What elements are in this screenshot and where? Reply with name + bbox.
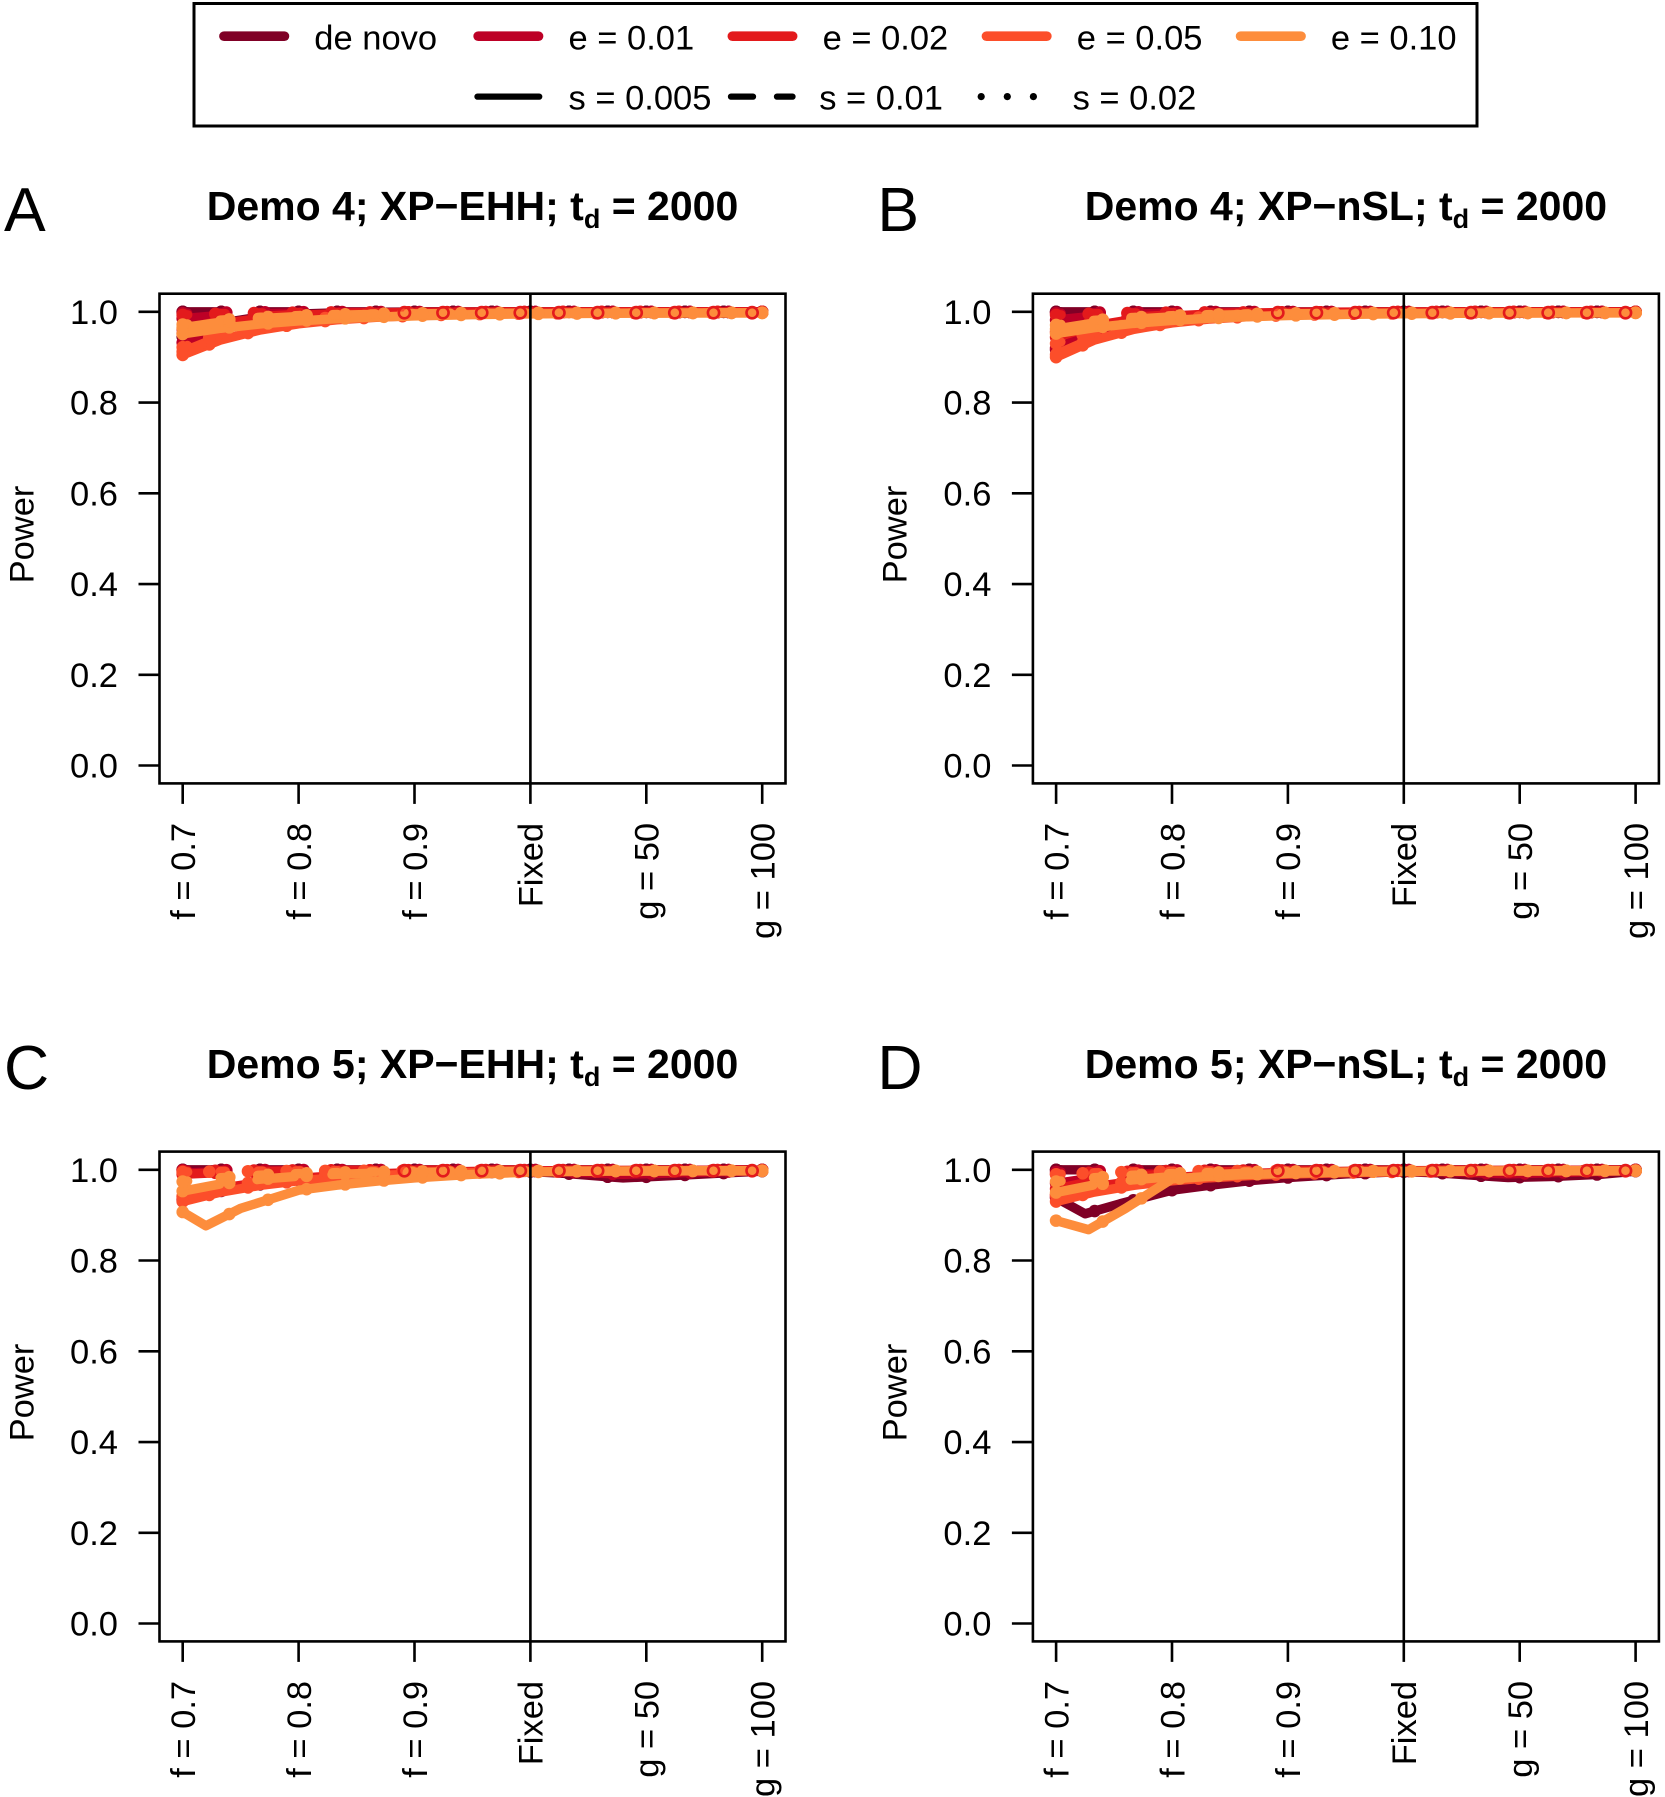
- svg-text:e = 0.01: e = 0.01: [569, 19, 695, 57]
- svg-text:Fixed: Fixed: [1386, 823, 1424, 907]
- svg-text:0.6: 0.6: [943, 1333, 991, 1371]
- svg-text:Demo 4; XP−EHH; td = 2000: Demo 4; XP−EHH; td = 2000: [207, 183, 739, 234]
- svg-text:0.8: 0.8: [70, 385, 118, 423]
- svg-text:1.0: 1.0: [70, 1152, 118, 1190]
- svg-text:0.4: 0.4: [943, 1424, 991, 1462]
- svg-text:f = 0.8: f = 0.8: [281, 823, 319, 920]
- svg-text:0.6: 0.6: [70, 1333, 118, 1371]
- svg-text:Fixed: Fixed: [1386, 1681, 1424, 1765]
- svg-text:0.2: 0.2: [943, 657, 991, 695]
- svg-text:f = 0.7: f = 0.7: [165, 1681, 203, 1778]
- svg-text:f = 0.9: f = 0.9: [1270, 823, 1308, 920]
- svg-text:f = 0.8: f = 0.8: [1154, 1681, 1192, 1778]
- svg-text:de novo: de novo: [314, 19, 437, 57]
- svg-text:Power: Power: [3, 1344, 41, 1442]
- svg-text:0.0: 0.0: [943, 1606, 991, 1644]
- svg-text:0.6: 0.6: [70, 475, 118, 513]
- svg-text:1.0: 1.0: [943, 294, 991, 332]
- svg-text:g = 50: g = 50: [629, 1681, 667, 1778]
- svg-text:e = 0.05: e = 0.05: [1077, 19, 1203, 57]
- svg-text:f = 0.9: f = 0.9: [1270, 1681, 1308, 1778]
- svg-text:0.0: 0.0: [70, 748, 118, 786]
- svg-text:s = 0.02: s = 0.02: [1073, 79, 1197, 117]
- svg-text:A: A: [4, 175, 46, 245]
- svg-text:Fixed: Fixed: [513, 823, 551, 907]
- svg-text:0.4: 0.4: [70, 566, 118, 604]
- svg-text:C: C: [4, 1033, 49, 1103]
- svg-text:0.4: 0.4: [70, 1424, 118, 1462]
- svg-text:f = 0.8: f = 0.8: [281, 1681, 319, 1778]
- svg-text:Demo 5; XP−EHH; td = 2000: Demo 5; XP−EHH; td = 2000: [207, 1041, 739, 1092]
- svg-text:B: B: [877, 175, 919, 245]
- svg-text:0.0: 0.0: [70, 1606, 118, 1644]
- svg-text:Fixed: Fixed: [513, 1681, 551, 1765]
- svg-text:s = 0.01: s = 0.01: [819, 79, 943, 117]
- svg-text:g = 50: g = 50: [1502, 1681, 1540, 1778]
- svg-text:0.4: 0.4: [943, 566, 991, 604]
- svg-text:f = 0.7: f = 0.7: [1038, 823, 1076, 920]
- svg-text:0.2: 0.2: [943, 1515, 991, 1553]
- svg-text:g = 100: g = 100: [745, 1681, 783, 1797]
- svg-text:0.2: 0.2: [70, 1515, 118, 1553]
- svg-text:g = 50: g = 50: [1502, 823, 1540, 920]
- svg-text:Power: Power: [877, 486, 915, 584]
- svg-text:0.2: 0.2: [70, 657, 118, 695]
- svg-text:g = 100: g = 100: [745, 823, 783, 939]
- svg-text:0.8: 0.8: [943, 1243, 991, 1281]
- svg-text:1.0: 1.0: [70, 294, 118, 332]
- svg-text:g = 100: g = 100: [1618, 823, 1656, 939]
- svg-text:f = 0.9: f = 0.9: [397, 1681, 435, 1778]
- svg-text:D: D: [877, 1033, 922, 1103]
- svg-text:f = 0.9: f = 0.9: [397, 823, 435, 920]
- svg-text:0.8: 0.8: [70, 1243, 118, 1281]
- svg-text:f = 0.7: f = 0.7: [165, 823, 203, 920]
- svg-text:g = 50: g = 50: [629, 823, 667, 920]
- svg-text:s = 0.005: s = 0.005: [569, 79, 712, 117]
- svg-text:f = 0.8: f = 0.8: [1154, 823, 1192, 920]
- svg-text:Power: Power: [877, 1344, 915, 1442]
- svg-text:0.8: 0.8: [943, 385, 991, 423]
- svg-text:0.0: 0.0: [943, 748, 991, 786]
- svg-text:Demo 5; XP−nSL; td = 2000: Demo 5; XP−nSL; td = 2000: [1085, 1041, 1607, 1092]
- svg-text:Demo 4; XP−nSL; td = 2000: Demo 4; XP−nSL; td = 2000: [1085, 183, 1607, 234]
- svg-text:0.6: 0.6: [943, 475, 991, 513]
- svg-text:e = 0.10: e = 0.10: [1331, 19, 1457, 57]
- svg-text:1.0: 1.0: [943, 1152, 991, 1190]
- svg-text:Power: Power: [3, 486, 41, 584]
- svg-text:e = 0.02: e = 0.02: [823, 19, 949, 57]
- svg-text:g = 100: g = 100: [1618, 1681, 1656, 1797]
- svg-text:f = 0.7: f = 0.7: [1038, 1681, 1076, 1778]
